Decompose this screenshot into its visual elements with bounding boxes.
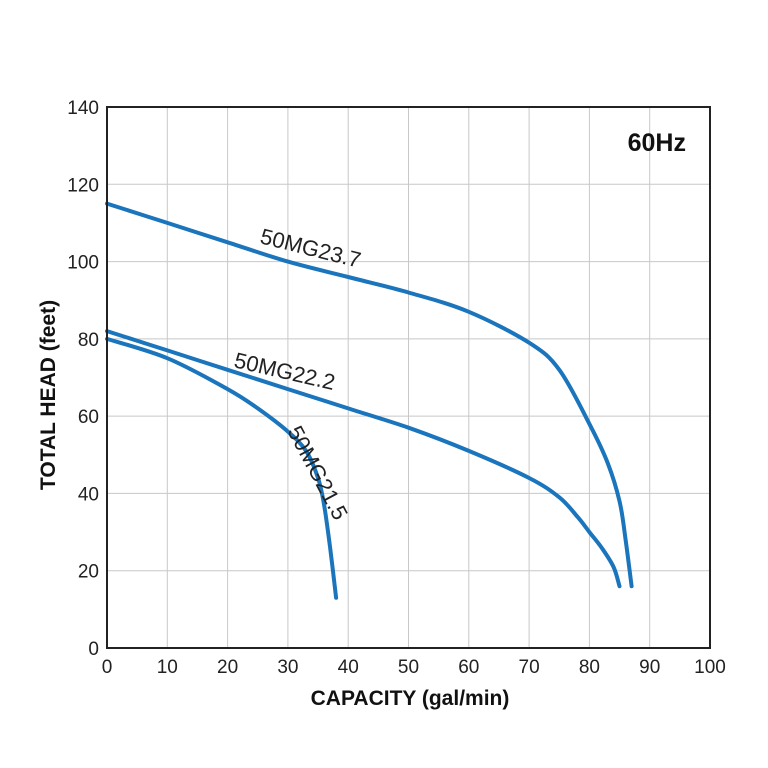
plot-frame — [106, 106, 711, 649]
x-tick-label: 80 — [579, 657, 600, 678]
x-tick-label: 100 — [694, 657, 726, 678]
x-tick-label: 20 — [217, 657, 238, 678]
y-axis-title: TOTAL HEAD (feet) — [37, 300, 60, 490]
series-line-50mg21-5 — [105, 336, 339, 600]
x-tick-label: 50 — [398, 657, 419, 678]
y-tick-label: 140 — [67, 98, 99, 119]
x-axis-title: CAPACITY (gal/min) — [311, 687, 510, 710]
series-line-50mg23-7 — [105, 201, 634, 589]
x-tick-label: 30 — [277, 657, 298, 678]
series-line-50mg22-2 — [105, 329, 622, 589]
frequency-label: 60Hz — [628, 129, 686, 157]
y-tick-label: 20 — [78, 562, 99, 583]
x-tick-label: 70 — [519, 657, 540, 678]
y-tick-label: 60 — [78, 407, 99, 428]
series-curves — [105, 201, 634, 600]
tick-labels: 0 10 20 30 40 50 60 70 80 90 100 0 20 40 60 80 100 120 140 — [67, 98, 726, 678]
y-tick-label: 80 — [78, 330, 99, 351]
x-tick-label: 60 — [458, 657, 479, 678]
y-tick-label: 40 — [78, 484, 99, 505]
y-tick-label: 0 — [88, 639, 99, 660]
x-tick-label: 10 — [157, 657, 178, 678]
x-tick-label: 90 — [639, 657, 660, 678]
x-tick-label: 40 — [338, 657, 359, 678]
y-tick-label: 120 — [67, 175, 99, 196]
x-tick-label: 0 — [102, 657, 113, 678]
y-tick-label: 100 — [67, 253, 99, 274]
